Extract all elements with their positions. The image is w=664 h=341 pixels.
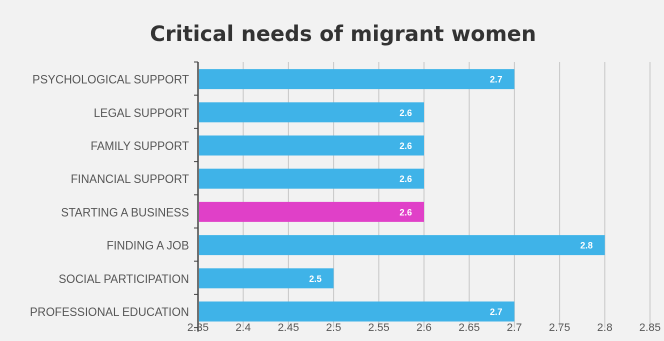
value-label-2: 2.6 [399,141,412,151]
value-label-4: 2.6 [399,207,412,217]
category-label-6: SOCIAL PARTICIPATION [59,274,189,286]
x-tick-label-8: 2.75 [549,322,570,334]
bar-7 [199,301,515,322]
category-label-1: LEGAL SUPPORT [94,108,189,120]
x-tick-label-6: 2.65 [458,322,479,334]
x-tick-label-9: 2.8 [597,322,612,334]
bar-1 [199,102,424,123]
bar-0 [199,69,515,90]
bar-6 [199,268,334,289]
bar-5 [199,235,605,256]
value-label-1: 2.6 [399,108,412,118]
chart-title: Critical needs of migrant women [150,22,536,46]
category-label-4: STARTING A BUSINESS [61,207,189,219]
value-label-6: 2.5 [309,274,322,284]
value-label-3: 2.6 [399,174,412,184]
x-tick-label-0: 2.35 [187,322,208,334]
category-label-2: FAMILY SUPPORT [91,141,189,153]
value-label-7: 2.7 [490,307,503,317]
bar-3 [199,168,424,189]
x-tick-label-10: 2.85 [639,322,660,334]
x-tick-label-7: 2.7 [507,322,522,334]
x-tick-label-3: 2.5 [326,322,341,334]
x-tick-label-2: 2.45 [278,322,299,334]
value-label-5: 2.8 [580,241,593,251]
bar-2 [199,135,424,156]
category-label-3: FINANCIAL SUPPORT [71,174,189,186]
value-label-0: 2.7 [490,75,503,85]
category-label-5: FINDING A JOB [107,241,190,253]
x-tick-label-4: 2.55 [368,322,389,334]
x-tick-label-1: 2.4 [236,322,251,334]
x-tick-label-5: 2.6 [416,322,431,334]
bar-4 [199,201,424,222]
category-label-0: PSYCHOLOGICAL SUPPORT [32,75,189,87]
category-label-7: PROFESSIONAL EDUCATION [30,307,189,319]
